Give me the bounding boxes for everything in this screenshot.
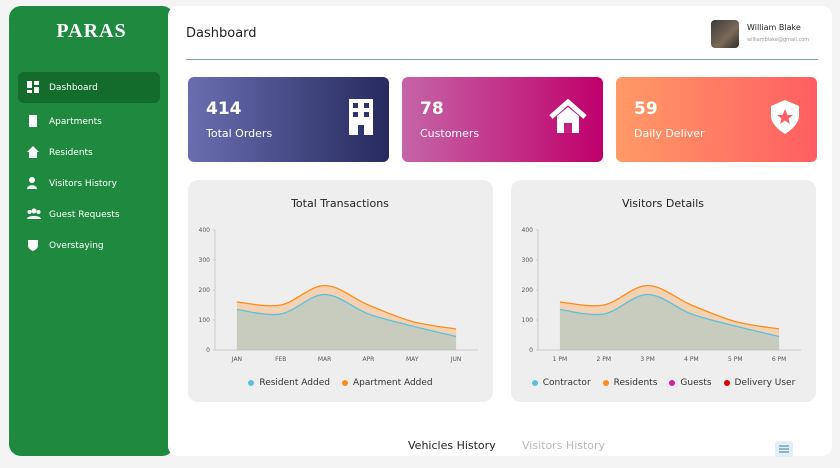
card-label: Total Orders xyxy=(206,127,273,140)
menu-item[interactable]: Apartments xyxy=(18,106,160,137)
menu-item[interactable]: Dashboard xyxy=(18,72,160,103)
legend-item[interactable]: Delivery User xyxy=(723,378,796,388)
menu-label: Guest Requests xyxy=(49,209,120,220)
menu-label: Apartments xyxy=(49,116,102,127)
y-tick-label: 0 xyxy=(206,347,210,354)
y-tick-label: 100 xyxy=(199,317,211,324)
menu-item[interactable]: Guest Requests xyxy=(18,199,160,230)
legend-item[interactable]: Resident Added xyxy=(248,378,330,388)
card-value: 78 xyxy=(420,99,444,119)
menu-label: Residents xyxy=(49,147,93,158)
legend: Resident Added Apartment Added xyxy=(188,378,493,388)
card-label: Daily Deliver xyxy=(634,127,705,140)
y-tick-label: 200 xyxy=(199,287,211,294)
y-tick-label: 200 xyxy=(522,287,534,294)
x-tick-label: JUN xyxy=(450,356,462,363)
legend-swatch xyxy=(602,380,609,386)
legend-label: Delivery User xyxy=(734,378,796,388)
x-tick-label: 1 PM xyxy=(553,356,568,363)
y-tick-label: 400 xyxy=(199,227,211,234)
area-fill xyxy=(559,294,780,350)
y-tick-label: 0 xyxy=(529,347,533,354)
tab[interactable]: Visitors History xyxy=(522,439,606,452)
legend-label: Apartment Added xyxy=(352,378,433,388)
legend-item[interactable]: Apartment Added xyxy=(341,378,433,388)
area-line xyxy=(559,293,780,338)
avatar[interactable] xyxy=(711,20,739,48)
legend-item[interactable]: Guests xyxy=(669,378,712,388)
legend: Contractor Residents Guests Delivery User xyxy=(511,378,816,388)
menu-item[interactable]: Residents xyxy=(18,137,160,168)
user-name: William Blake xyxy=(747,23,801,32)
icon xyxy=(549,99,587,133)
x-tick-label: JAN xyxy=(231,356,242,363)
icon xyxy=(27,146,39,158)
x-tick-label: APR xyxy=(362,356,374,363)
legend-label: Residents xyxy=(613,378,658,388)
legend-swatch xyxy=(723,380,730,386)
page-title: Dashboard xyxy=(186,26,257,41)
stat-card: 59 Daily Deliver xyxy=(616,77,817,162)
legend-swatch xyxy=(531,380,538,386)
chart-title: Total Transactions xyxy=(290,197,389,210)
area-fill xyxy=(236,285,457,350)
chart-panel: Visitors Details 0 100 200 300 400 1 PM 2 PM 3 P… xyxy=(511,180,816,402)
legend-swatch xyxy=(248,380,255,386)
x-tick-label: 4 PM xyxy=(684,356,699,363)
chart: Total Transactions 0 100 200 300 400 JAN FEB MAR… xyxy=(199,197,478,363)
x-tick-label: FEB xyxy=(275,356,286,363)
x-tick-label: 6 PM xyxy=(772,356,787,363)
x-tick-label: 2 PM xyxy=(596,356,611,363)
legend-label: Resident Added xyxy=(259,378,330,388)
legend-swatch xyxy=(341,380,348,386)
area-line xyxy=(236,293,457,338)
x-tick-label: 3 PM xyxy=(640,356,655,363)
card-value: 414 xyxy=(206,99,242,119)
filter-button[interactable] xyxy=(775,441,793,457)
y-tick-label: 300 xyxy=(522,257,534,264)
icon xyxy=(27,81,39,93)
user-email: williamblake@gmail.com xyxy=(747,37,810,43)
tab[interactable]: Vehicles History xyxy=(408,439,496,452)
legend-item[interactable]: Contractor xyxy=(531,378,591,388)
x-tick-label: 5 PM xyxy=(728,356,743,363)
menu-label: Visitors History xyxy=(49,178,117,189)
x-tick-label: MAR xyxy=(318,356,331,363)
y-tick-label: 400 xyxy=(522,227,534,234)
chart: Visitors Details 0 100 200 300 400 1 PM 2 PM 3 P… xyxy=(522,197,801,363)
sidebar: PARAS Dashboard Apartments Residents Vis… xyxy=(9,6,174,456)
chart-panel: Total Transactions 0 100 200 300 400 JAN FEB MAR… xyxy=(188,180,493,402)
icon xyxy=(771,100,799,134)
area-line xyxy=(236,284,457,330)
legend-label: Contractor xyxy=(542,378,591,388)
icon xyxy=(27,177,37,189)
stat-card: 78 Customers xyxy=(402,77,603,162)
chart-title: Visitors Details xyxy=(622,197,704,210)
y-tick-label: 100 xyxy=(522,317,534,324)
area-line xyxy=(559,284,780,330)
card-label: Customers xyxy=(420,127,480,140)
icon xyxy=(28,240,38,251)
menu-item[interactable]: Overstaying xyxy=(18,230,160,261)
y-tick-label: 300 xyxy=(199,257,211,264)
divider xyxy=(186,59,818,60)
icon xyxy=(29,115,37,127)
legend-item[interactable]: Residents xyxy=(602,378,658,388)
stat-card: 414 Total Orders xyxy=(188,77,389,162)
card-value: 59 xyxy=(634,99,658,119)
legend-swatch xyxy=(669,380,676,386)
icon xyxy=(27,208,41,219)
x-tick-label: MAY xyxy=(406,356,419,363)
menu-label: Dashboard xyxy=(49,82,98,93)
menu-label: Overstaying xyxy=(49,240,104,251)
menu-item[interactable]: Visitors History xyxy=(18,168,160,199)
area-fill xyxy=(559,285,780,350)
brand: PARAS xyxy=(56,20,127,42)
area-fill xyxy=(236,294,457,350)
icon xyxy=(349,99,373,135)
legend-label: Guests xyxy=(680,378,712,388)
